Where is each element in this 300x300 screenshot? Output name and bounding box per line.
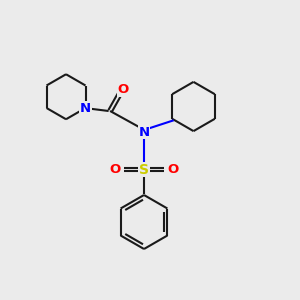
Text: O: O <box>110 163 121 176</box>
Text: O: O <box>167 163 178 176</box>
Text: N: N <box>138 125 150 139</box>
Text: O: O <box>117 83 129 97</box>
Text: N: N <box>80 101 91 115</box>
Text: S: S <box>139 163 149 176</box>
